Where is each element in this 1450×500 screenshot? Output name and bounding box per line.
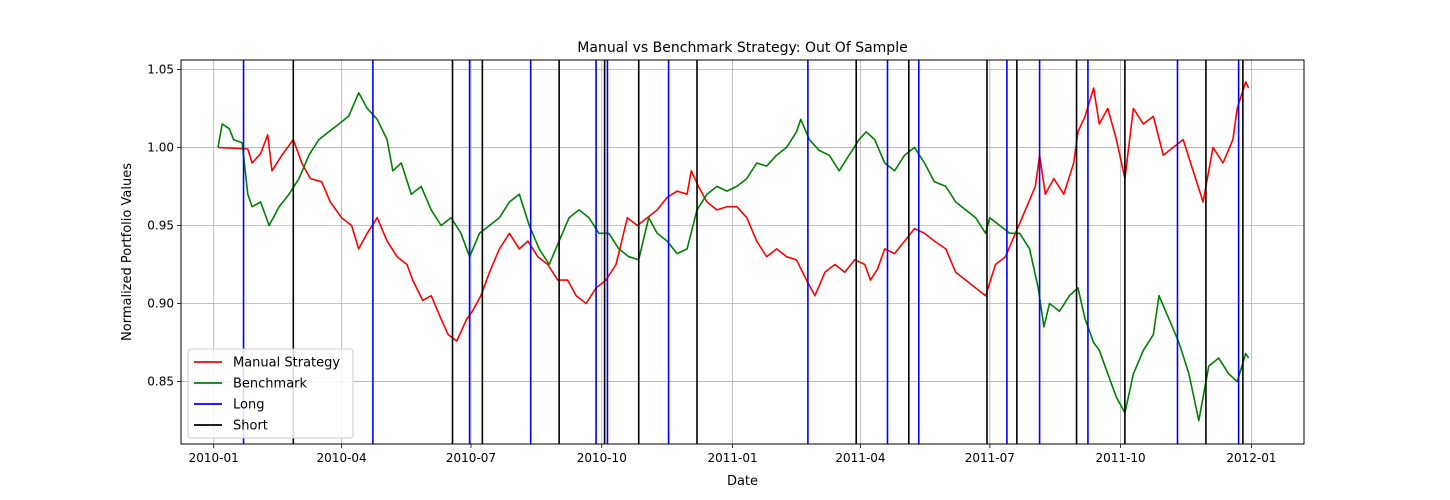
x-tick-label: 2011-07 (965, 451, 1015, 465)
legend-label: Manual Strategy (233, 356, 340, 371)
legend-label: Short (233, 419, 268, 434)
x-tick-label: 2012-01 (1226, 451, 1276, 465)
x-tick-label: 2011-01 (707, 451, 757, 465)
benchmark-line (217, 92, 1250, 422)
y-tick-label: 1.05 (147, 62, 174, 76)
y-tick-label: 0.95 (147, 218, 174, 232)
legend-label: Long (233, 398, 264, 413)
chart-title: Manual vs Benchmark Strategy: Out Of Sam… (577, 40, 907, 56)
x-tick-label: 2010-01 (189, 451, 239, 465)
y-tick-label: 0.85 (147, 375, 174, 389)
x-axis-label: Date (727, 474, 758, 489)
x-tick-label: 2011-10 (1096, 451, 1146, 465)
manual-strategy-line (217, 81, 1250, 342)
legend-label: Benchmark (233, 377, 308, 392)
x-tick-label: 2010-07 (446, 451, 496, 465)
plot-frame (180, 59, 1305, 445)
y-tick-label: 0.90 (147, 297, 174, 311)
y-axis-label: Normalized Portfolio Values (120, 163, 135, 341)
x-tick-label: 2011-04 (835, 451, 885, 465)
y-tick-label: 1.00 (147, 140, 174, 154)
x-tick-label: 2010-04 (317, 451, 367, 465)
series-lines (217, 81, 1250, 422)
x-axis-ticks: 2010-01 2010-04 2010-07 2010-10 2011-01 2011-… (189, 444, 1276, 465)
plot-area (217, 60, 1250, 444)
legend-box (187, 348, 354, 439)
signal-lines (242, 60, 1244, 444)
y-axis-ticks: 0.85 0.90 0.95 1.00 1.05 (147, 62, 181, 389)
gridlines (181, 60, 1304, 444)
legend: Manual Strategy Benchmark Long Short (187, 348, 354, 439)
x-tick-label: 2010-10 (577, 451, 627, 465)
